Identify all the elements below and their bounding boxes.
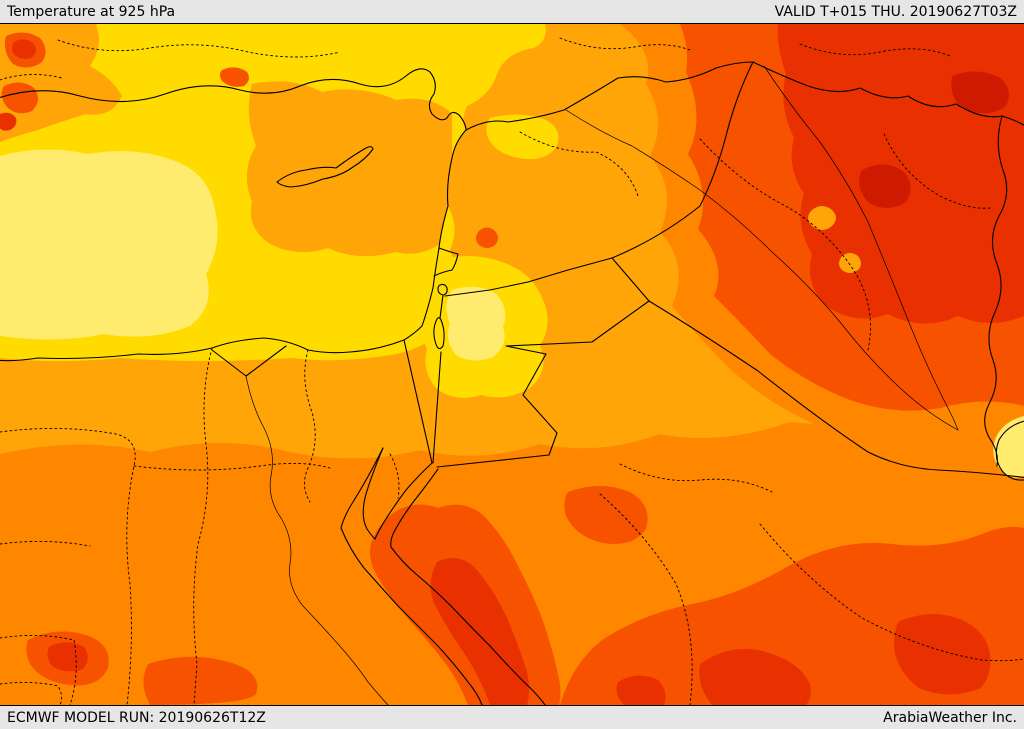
model-run-label: ECMWF MODEL RUN: 20190626T12Z bbox=[7, 709, 266, 726]
admin-line-egypt-southwest bbox=[0, 681, 63, 705]
coastline-gulf-suez-redsea-west bbox=[340, 447, 483, 705]
temp-spot-darkred-1 bbox=[951, 71, 1009, 114]
footer-bar: ECMWF MODEL RUN: 20190626T12Z ArabiaWeat… bbox=[0, 705, 1024, 729]
admin-line-turkey-2 bbox=[559, 37, 691, 51]
temp-lake-dot-1 bbox=[808, 206, 836, 230]
temp-region-pale-gulf bbox=[993, 416, 1024, 478]
border-iraq-saudi bbox=[648, 300, 1024, 478]
coastline-turkey bbox=[0, 68, 467, 131]
temp-patch-yellow-syria bbox=[486, 114, 559, 160]
temp-spot-redorange-nwsaudi bbox=[564, 486, 648, 545]
temp-spot-syria-dot bbox=[476, 227, 498, 248]
header-bar: Temperature at 925 hPa VALID T+015 THU. … bbox=[0, 0, 1024, 24]
temp-spot-bottomleft-2 bbox=[143, 656, 258, 705]
temp-spot-darkred-2 bbox=[859, 164, 911, 208]
temp-region-orange-cyprus-sea bbox=[246, 81, 452, 257]
temperature-field bbox=[0, 24, 1024, 705]
temp-spot-red-saudi-3 bbox=[616, 675, 666, 705]
coastline-sinai-east bbox=[374, 462, 433, 540]
river-nile bbox=[245, 375, 389, 705]
coastline-egypt bbox=[0, 337, 405, 362]
temp-spot-anatolia-dash bbox=[220, 67, 249, 87]
temperature-map-svg bbox=[0, 24, 1024, 705]
border-jordan-iraq bbox=[611, 257, 650, 302]
jordan-river bbox=[439, 294, 444, 319]
river-euphrates bbox=[565, 109, 959, 431]
branding-label: ArabiaWeather Inc. bbox=[883, 709, 1017, 726]
border-jordan-saudi bbox=[436, 300, 650, 468]
admin-line-turkey-3 bbox=[0, 74, 63, 81]
map-title: Temperature at 925 hPa bbox=[7, 3, 176, 20]
temp-spot-corner-c bbox=[0, 112, 17, 131]
temp-spot-red-saudi-2 bbox=[894, 614, 991, 695]
border-israel-jordan bbox=[432, 351, 442, 464]
river-tigris bbox=[763, 65, 959, 431]
admin-line-egypt-south-1 bbox=[0, 540, 91, 547]
persian-gulf-coast bbox=[995, 420, 1024, 481]
admin-line-syria bbox=[519, 131, 639, 197]
border-syria-iraq bbox=[611, 61, 754, 259]
coastline-aqaba-redsea-east bbox=[390, 468, 546, 705]
admin-line-egypt-south-2 bbox=[0, 634, 77, 705]
admin-line-egypt-mid bbox=[193, 347, 213, 705]
coastlines-borders bbox=[0, 61, 1024, 705]
cyprus-outline bbox=[276, 146, 374, 188]
valid-time-label: VALID T+015 THU. 20190627T03Z bbox=[774, 3, 1017, 20]
admin-line-turkey-4 bbox=[799, 43, 951, 57]
border-lebanon-syria bbox=[433, 247, 459, 277]
temp-core-pale-levant bbox=[446, 286, 506, 361]
admin-line-egypt-horizontal bbox=[133, 462, 331, 471]
weather-map bbox=[0, 24, 1024, 705]
nile-delta-outline bbox=[211, 345, 287, 377]
rivers bbox=[245, 65, 959, 705]
admin-line-iraq-2 bbox=[883, 133, 991, 209]
border-iran-iraq bbox=[984, 115, 1008, 467]
temp-spot-corner-a-core bbox=[12, 39, 36, 59]
temp-spot-bottomleft-1-core bbox=[47, 642, 88, 672]
temp-region-pale-sea bbox=[0, 149, 218, 340]
admin-line-sinai bbox=[389, 453, 400, 499]
temp-spot-corner-b bbox=[1, 82, 39, 114]
admin-boundaries bbox=[0, 37, 1024, 705]
admin-line-turkey-1 bbox=[57, 39, 341, 58]
temp-spot-red-saudi-1 bbox=[699, 648, 811, 705]
coastline-sinai-west bbox=[362, 447, 384, 540]
border-syria-jordan bbox=[444, 257, 613, 297]
temp-core-red-hejaz bbox=[430, 557, 529, 705]
border-turkey-syria bbox=[465, 61, 754, 131]
admin-line-iraq-1 bbox=[699, 138, 871, 351]
temp-lake-dot-2 bbox=[839, 253, 861, 273]
border-israel-egypt bbox=[403, 339, 433, 464]
